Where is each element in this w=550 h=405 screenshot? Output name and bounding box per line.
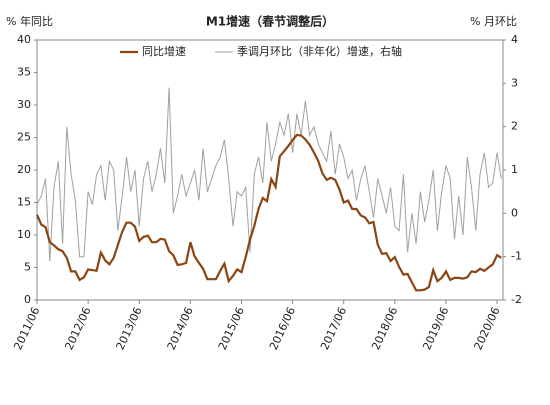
x-tick-label: 2014/06 [165,305,196,352]
y-tick-label: 5 [24,261,31,274]
y-tick-label: 40 [17,33,31,46]
legend-label: 季调月环比（非年化）增速，右轴 [237,44,402,58]
y-axis-label: % 年同比 [6,14,53,28]
chart-title: M1增速（春节调整后） [206,14,334,29]
y2-tick-label: 0 [511,206,518,219]
y2-tick-label: 4 [511,33,518,46]
x-tick-label: 2013/06 [114,305,145,352]
y2-tick-label: 1 [511,163,518,176]
y-tick-label: 25 [17,131,31,144]
x-tick-label: 2017/06 [318,305,349,352]
x-tick-label: 2011/06 [11,305,42,352]
y-tick-label: 20 [17,163,31,176]
y2-tick-label: -2 [511,293,522,306]
x-tick-label: 2012/06 [62,305,93,352]
y2-tick-label: 2 [511,120,518,133]
x-tick-label: 2018/06 [369,305,400,352]
y-tick-label: 15 [17,196,31,209]
y-tick-label: 30 [17,98,31,111]
y2-tick-label: -1 [511,250,522,263]
series-line [36,87,502,262]
x-tick-label: 2016/06 [267,305,298,352]
x-tick-label: 2015/06 [216,305,247,352]
y2-tick-label: 3 [511,76,518,89]
y-tick-label: 10 [17,228,31,241]
series-line [35,133,502,292]
x-tick-label: 2019/06 [420,305,451,352]
y-tick-label: 0 [24,293,31,306]
legend-label: 同比增速 [142,44,186,58]
y-tick-label: 35 [17,66,31,79]
y2-axis-label: % 月环比 [470,15,517,28]
x-tick-label: 2020/06 [471,305,502,352]
